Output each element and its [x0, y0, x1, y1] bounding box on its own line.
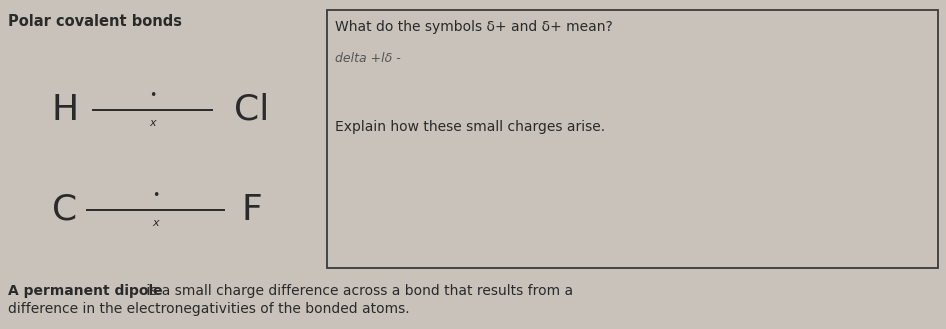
Text: x: x — [149, 118, 156, 128]
Text: difference in the electronegativities of the bonded atoms.: difference in the electronegativities of… — [8, 302, 410, 316]
Text: Explain how these small charges arise.: Explain how these small charges arise. — [335, 120, 605, 134]
Text: H: H — [51, 93, 79, 127]
Text: delta +lδ -: delta +lδ - — [335, 52, 401, 65]
Text: A permanent dipole: A permanent dipole — [8, 284, 163, 298]
Text: F: F — [241, 193, 262, 227]
Text: x: x — [152, 218, 159, 228]
Text: Cl: Cl — [235, 93, 270, 127]
Text: C: C — [52, 193, 78, 227]
Text: What do the symbols δ+ and δ+ mean?: What do the symbols δ+ and δ+ mean? — [335, 20, 613, 34]
Bar — [327, 10, 938, 268]
Text: is a small charge difference across a bond that results from a: is a small charge difference across a bo… — [142, 284, 573, 298]
Text: Polar covalent bonds: Polar covalent bonds — [8, 14, 182, 29]
Text: •: • — [151, 190, 159, 203]
Text: •: • — [149, 89, 156, 103]
